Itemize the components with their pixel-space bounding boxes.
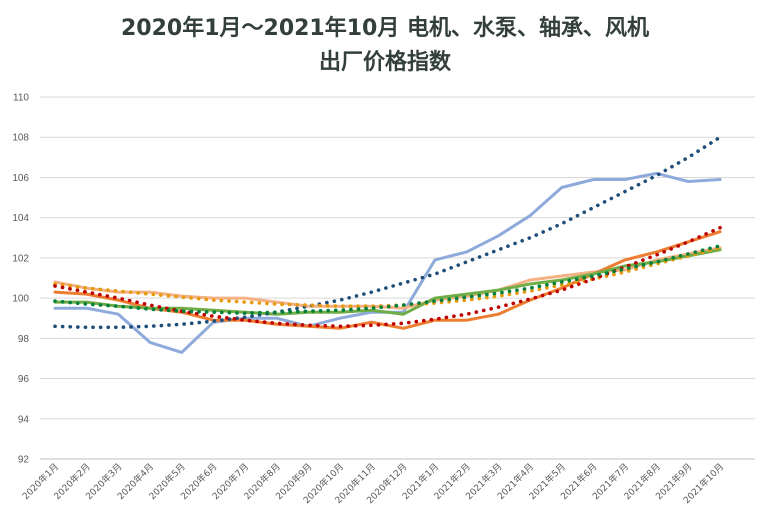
chart-title-line1: 2020年1月～2021年10月 电机、水泵、轴承、风机 <box>120 16 650 41</box>
trend-line <box>53 225 722 329</box>
trend-line <box>53 244 722 316</box>
y-tick-label: 94 <box>18 414 30 425</box>
y-tick-label: 100 <box>12 294 29 305</box>
y-tick-label: 92 <box>18 455 30 466</box>
trend-line <box>53 246 722 309</box>
y-tick-label: 102 <box>12 253 29 264</box>
y-tick-label: 106 <box>12 173 29 184</box>
series-line <box>53 246 722 310</box>
y-tick-label: 104 <box>12 213 29 224</box>
chart-title-line2: 出厂价格指数 <box>318 50 451 75</box>
series-line <box>53 230 722 330</box>
chart-title: 2020年1月～2021年10月 电机、水泵、轴承、风机 出厂价格指数 <box>0 12 770 80</box>
y-tick-label: 96 <box>18 374 30 385</box>
y-tick-label: 108 <box>12 133 29 144</box>
y-tick-label: 98 <box>18 334 30 345</box>
y-tick-label: 110 <box>13 93 29 104</box>
trend-line <box>53 135 722 330</box>
